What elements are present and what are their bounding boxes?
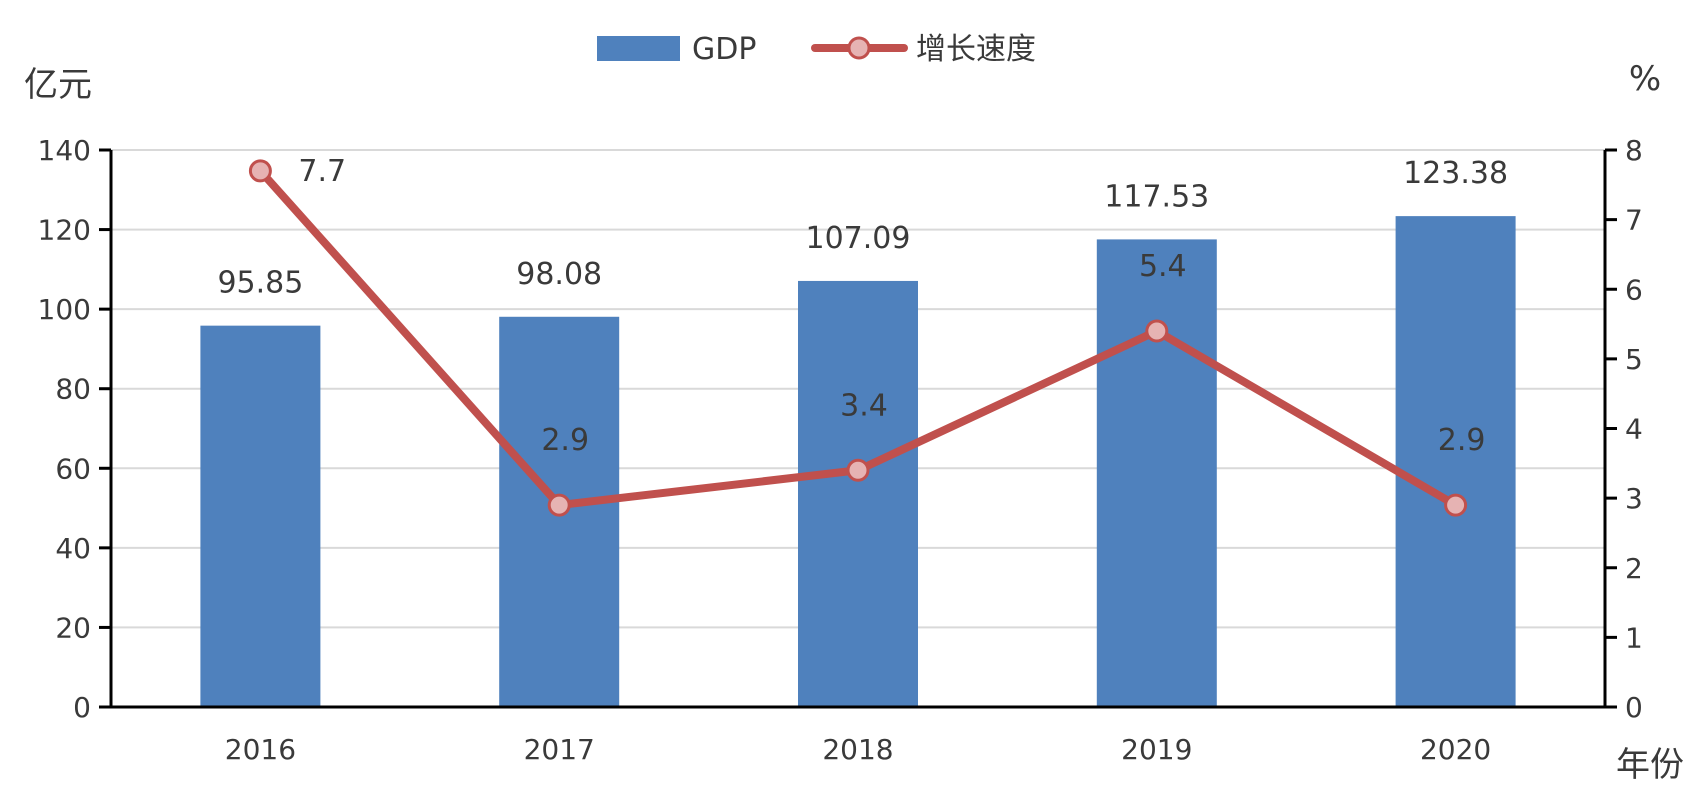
gdp-bar xyxy=(1395,216,1516,708)
growth-marker xyxy=(248,159,272,183)
right-tick-label: 8 xyxy=(1625,134,1643,167)
left-tick-label: 140 xyxy=(38,134,91,167)
gdp-bar xyxy=(1096,239,1217,707)
right-tick-label: 4 xyxy=(1625,413,1643,446)
gdp-data-label: 107.09 xyxy=(806,221,911,256)
gdp-bars xyxy=(200,216,1516,708)
right-tick-label: 5 xyxy=(1625,343,1643,376)
left-tick-label: 80 xyxy=(55,373,91,406)
right-tick-label: 0 xyxy=(1625,691,1643,724)
gdp-data-label: 123.38 xyxy=(1403,156,1508,191)
left-tick-label: 60 xyxy=(55,452,91,485)
legend-swatch-growth-marker xyxy=(847,36,871,60)
growth-marker xyxy=(1444,493,1468,517)
gdp-bar xyxy=(798,280,918,707)
gdp-data-label: 117.53 xyxy=(1104,179,1209,214)
growth-marker xyxy=(547,493,571,517)
left-tick-label: 0 xyxy=(73,691,91,724)
growth-data-label: 2.9 xyxy=(541,423,589,458)
gdp-data-label: 95.85 xyxy=(217,266,303,301)
right-tick-label: 7 xyxy=(1625,204,1643,237)
x-tick-label: 2017 xyxy=(524,733,595,766)
right-tick-label: 6 xyxy=(1625,273,1643,306)
x-axis-unit: 年份 xyxy=(1616,745,1684,785)
left-tick-label: 100 xyxy=(38,293,91,326)
growth-data-label: 2.9 xyxy=(1438,423,1486,458)
left-tick-label: 120 xyxy=(38,214,91,247)
right-axis-unit: % xyxy=(1629,59,1661,99)
growth-marker xyxy=(846,458,870,482)
right-tick-label: 3 xyxy=(1625,482,1643,515)
gdp-bar xyxy=(200,325,321,707)
legend-label-growth: 增长速度 xyxy=(916,32,1036,67)
left-tick-label: 40 xyxy=(55,532,91,565)
gdp-data-label: 98.08 xyxy=(516,257,602,292)
tick-labels: 0 20 40 60 80 100 120 140 0 1 2 3 4 5 6 7 8 2016 2017 2018 2… xyxy=(38,134,1643,766)
left-tick-label: 20 xyxy=(55,611,91,644)
growth-line xyxy=(248,159,1468,517)
data-labels: 95.85 98.08 107.09 117.53 123.38 7.7 2.9 3.4 5.4… xyxy=(217,154,1508,458)
x-tick-label: 2016 xyxy=(225,733,296,766)
growth-data-label: 7.7 xyxy=(298,154,346,189)
x-tick-label: 2018 xyxy=(822,733,893,766)
legend-swatch-gdp xyxy=(597,36,680,61)
left-axis-unit: 亿元 xyxy=(24,65,92,105)
growth-data-label: 3.4 xyxy=(840,388,888,423)
x-tick-label: 2019 xyxy=(1121,733,1192,766)
right-tick-label: 1 xyxy=(1625,621,1643,654)
legend: GDP 增长速度 xyxy=(597,32,1036,67)
growth-data-label: 5.4 xyxy=(1139,249,1187,284)
legend-label-gdp: GDP xyxy=(692,32,756,67)
x-tick-label: 2020 xyxy=(1420,733,1491,766)
growth-marker xyxy=(1145,319,1169,343)
right-tick-label: 2 xyxy=(1625,552,1643,585)
